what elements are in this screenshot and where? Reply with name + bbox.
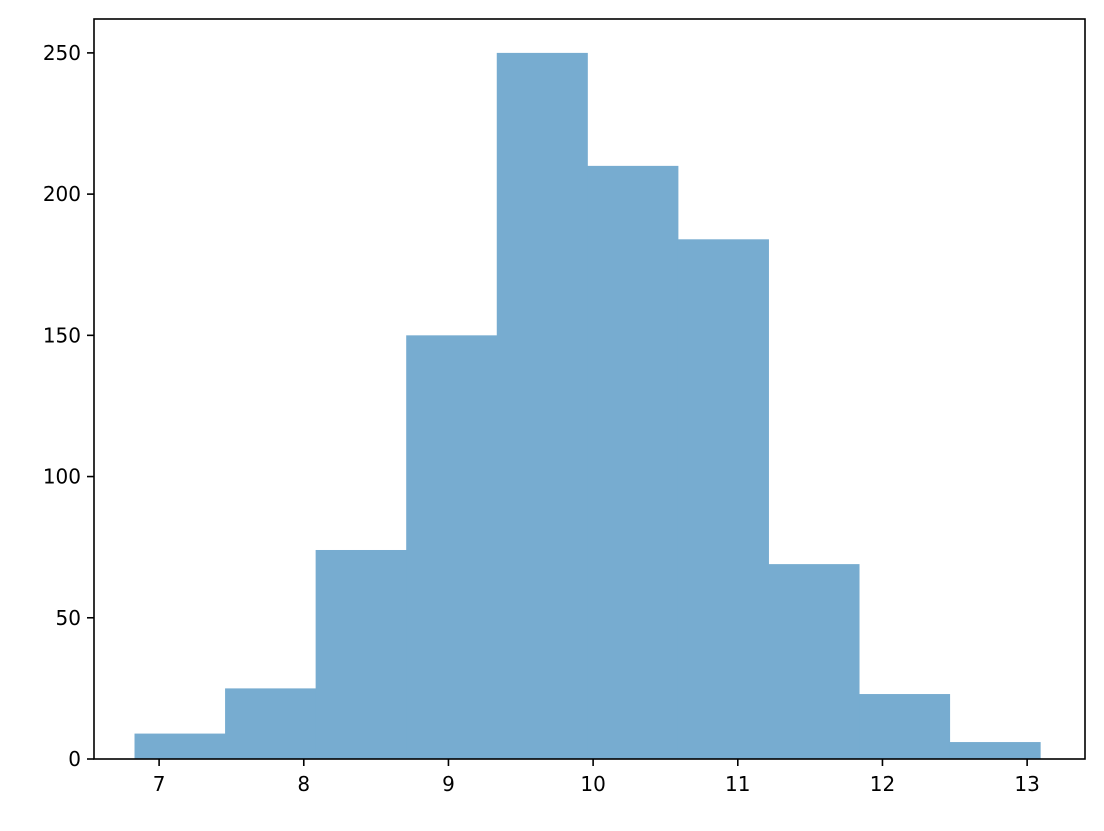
histogram-bar [496,52,588,760]
histogram-bar [949,742,1041,759]
y-tick-label: 100 [43,465,81,489]
histogram-bar [587,165,679,759]
histogram-bar [315,549,407,759]
y-tick-label: 0 [68,747,81,771]
x-tick-label: 9 [442,772,455,796]
histogram-bar [768,564,860,759]
y-tick-label: 150 [43,323,81,347]
y-tick-label: 50 [56,606,81,630]
y-tick-label: 250 [43,41,81,65]
histogram-bar [406,335,498,759]
histogram-bar [134,733,226,759]
y-axis: 0 50 100 150 200 250 [43,41,94,771]
histogram-bar [859,694,951,759]
x-tick-label: 7 [153,772,166,796]
x-axis: 7 8 9 10 11 12 13 [153,759,1040,796]
x-tick-label: 8 [297,772,310,796]
x-tick-label: 10 [580,772,605,796]
histogram-bar [225,688,317,759]
bars-group [134,52,1041,760]
x-tick-label: 12 [870,772,895,796]
plot-frame [93,18,1086,760]
x-tick-label: 11 [725,772,750,796]
x-tick-label: 13 [1014,772,1039,796]
y-tick-label: 200 [43,182,81,206]
histogram-bar [677,239,769,759]
